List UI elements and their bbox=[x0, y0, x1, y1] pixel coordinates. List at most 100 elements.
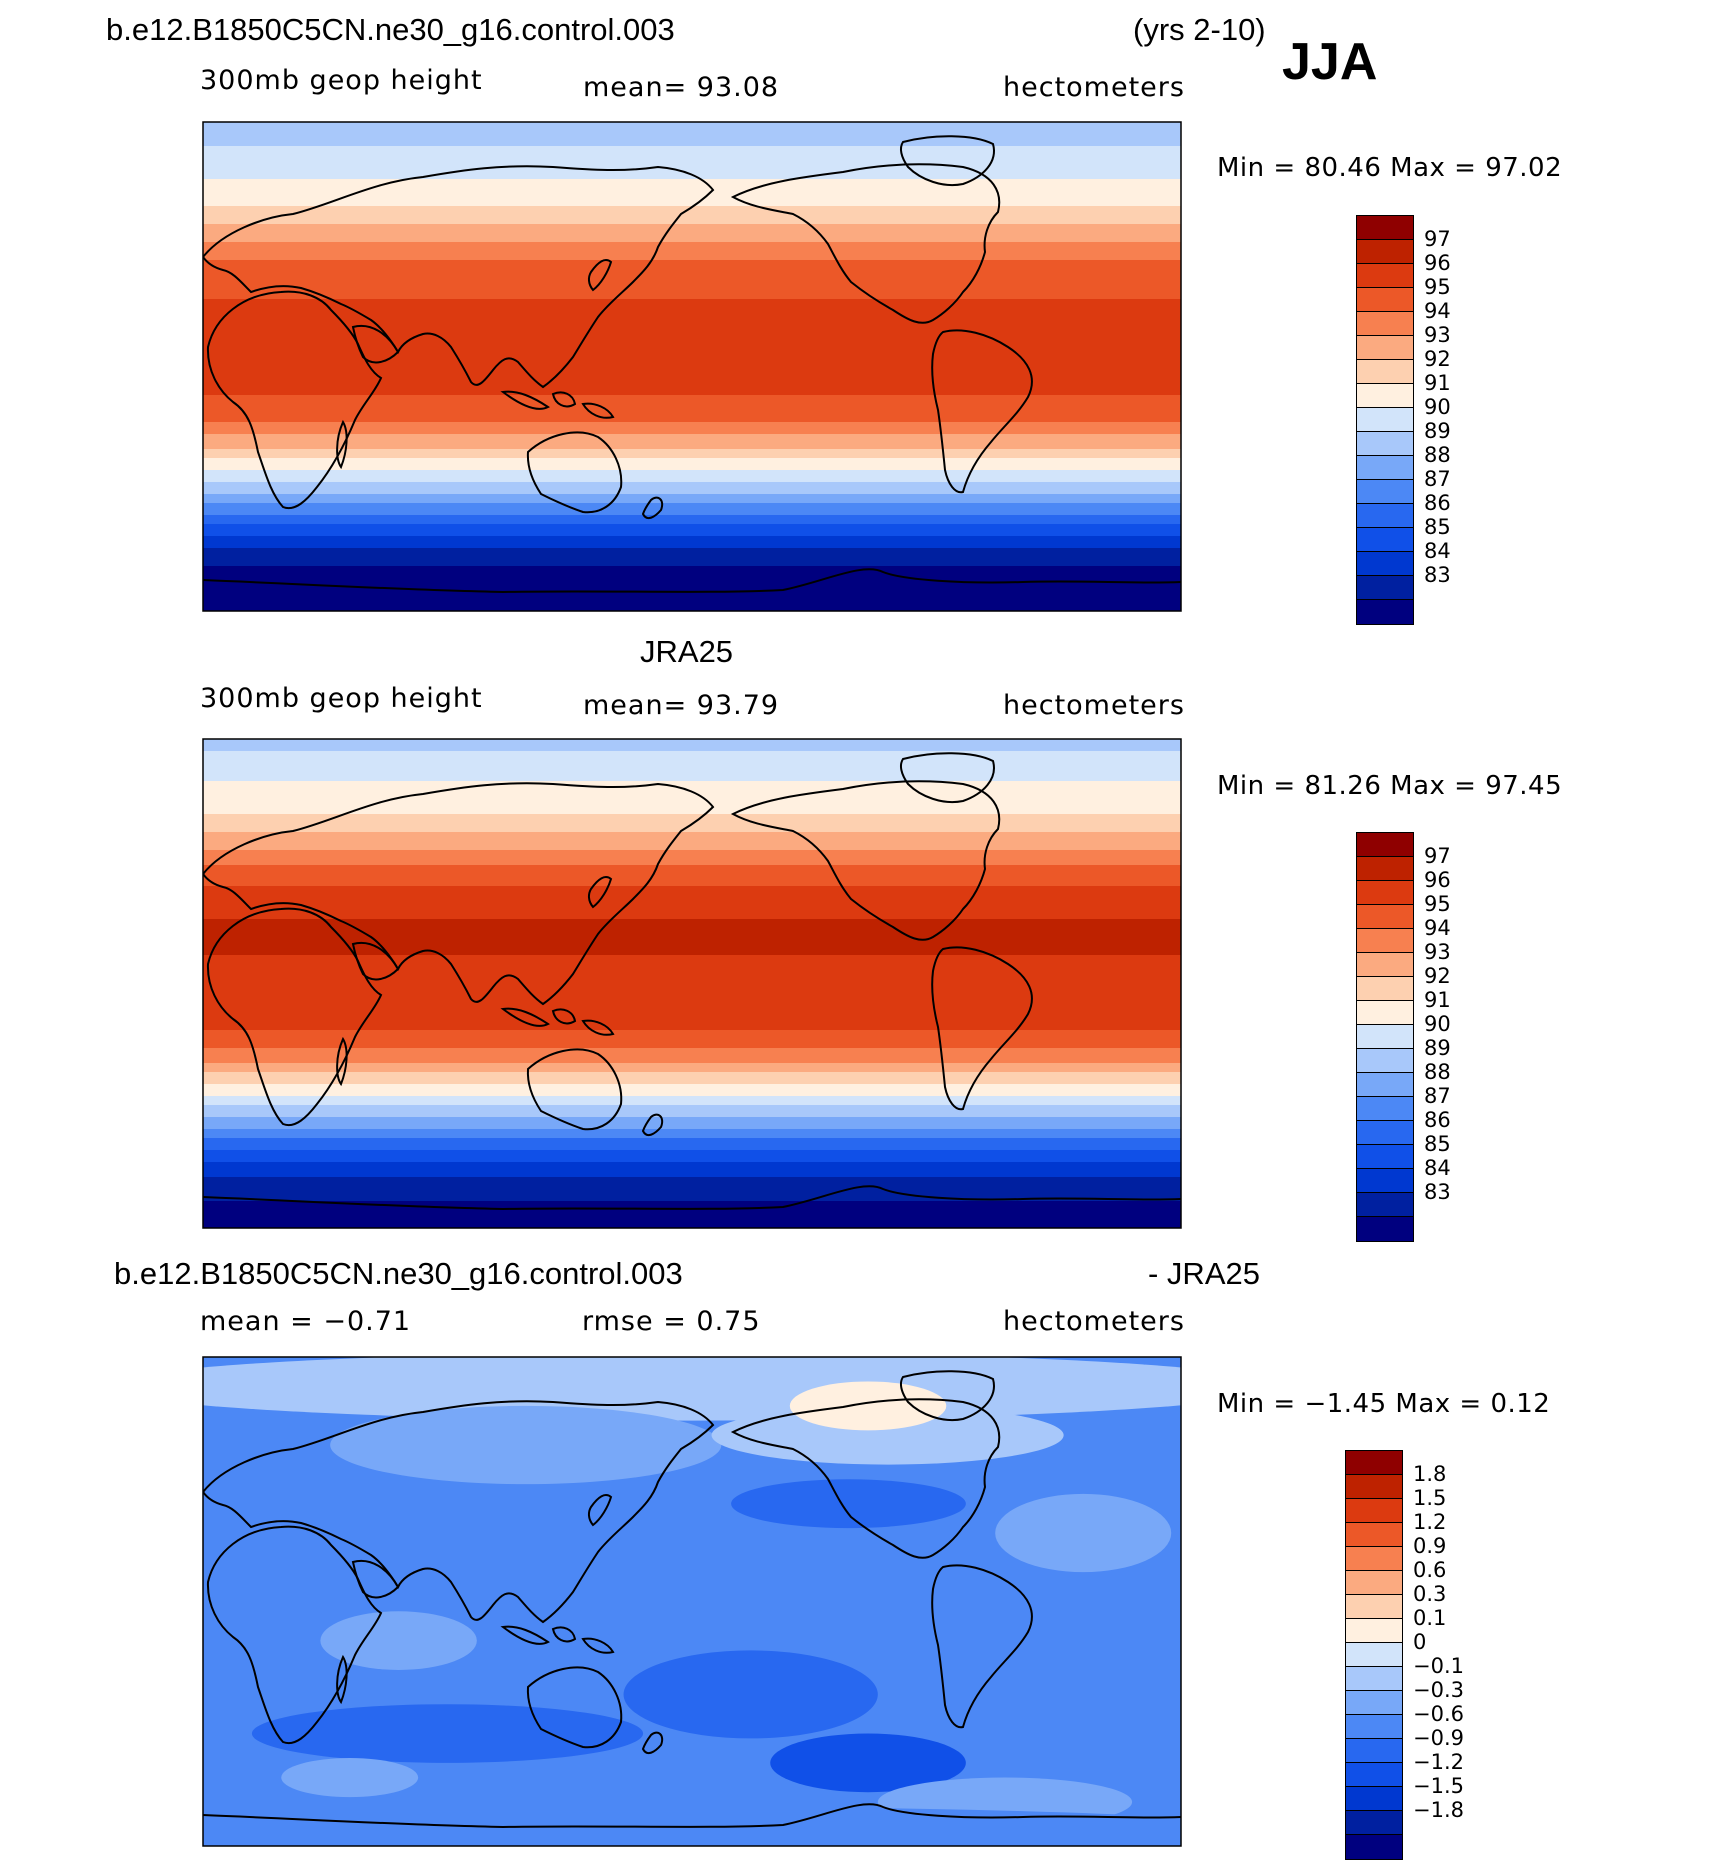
contour-band bbox=[203, 323, 1181, 327]
contour-band bbox=[203, 380, 1181, 384]
contour-band bbox=[203, 898, 1181, 902]
contour-band bbox=[203, 886, 1181, 890]
contour-band bbox=[203, 377, 1181, 381]
colorbar-label: 84 bbox=[1424, 539, 1451, 563]
colorbar-swatch bbox=[1356, 880, 1414, 906]
colorbar-swatch bbox=[1356, 832, 1414, 858]
contour-band bbox=[203, 545, 1181, 549]
contour-band bbox=[203, 122, 1181, 126]
contour-band bbox=[203, 778, 1181, 782]
diff-contour-region bbox=[320, 1611, 477, 1670]
contour-band bbox=[203, 1072, 1181, 1076]
contour-band bbox=[203, 263, 1181, 267]
colorbar-label: 86 bbox=[1424, 491, 1451, 515]
colorbar-label: 95 bbox=[1424, 275, 1451, 299]
contour-band bbox=[203, 479, 1181, 483]
contour-band bbox=[203, 991, 1181, 995]
contour-band bbox=[203, 739, 1181, 743]
colorbar-swatch bbox=[1356, 431, 1414, 457]
contour-band bbox=[203, 1021, 1181, 1025]
contour-band bbox=[203, 1147, 1181, 1151]
contour-band bbox=[203, 260, 1181, 264]
contour-band bbox=[203, 281, 1181, 285]
colorbar-swatch bbox=[1356, 599, 1414, 625]
contour-band bbox=[203, 551, 1181, 555]
contour-band bbox=[203, 1141, 1181, 1145]
contour-band bbox=[203, 802, 1181, 806]
colorbar-swatch bbox=[1356, 1168, 1414, 1194]
contour-band bbox=[203, 1138, 1181, 1142]
contour-band bbox=[203, 557, 1181, 561]
diff-contour-region bbox=[623, 1650, 878, 1739]
contour-band bbox=[203, 161, 1181, 165]
contour-band bbox=[203, 317, 1181, 321]
contour-band bbox=[203, 913, 1181, 917]
contour-band bbox=[203, 290, 1181, 294]
contour-band bbox=[203, 1111, 1181, 1115]
colorbar-label: 0.9 bbox=[1413, 1534, 1447, 1558]
contour-band bbox=[203, 787, 1181, 791]
colorbar-swatch bbox=[1345, 1738, 1403, 1764]
contour-band bbox=[203, 575, 1181, 579]
contour-band bbox=[203, 224, 1181, 228]
contour-band bbox=[203, 973, 1181, 977]
contour-band bbox=[203, 1120, 1181, 1124]
colorbar-swatch bbox=[1356, 1072, 1414, 1098]
contour-band bbox=[203, 197, 1181, 201]
contour-band bbox=[203, 895, 1181, 899]
colorbar-label: 89 bbox=[1424, 1036, 1451, 1060]
contour-band bbox=[203, 901, 1181, 905]
contour-band bbox=[203, 1012, 1181, 1016]
colorbar-swatch bbox=[1356, 1120, 1414, 1146]
contour-band bbox=[203, 269, 1181, 273]
contour-band bbox=[203, 494, 1181, 498]
contour-band bbox=[203, 922, 1181, 926]
contour-band bbox=[203, 473, 1181, 477]
contour-band bbox=[203, 422, 1181, 426]
colorbar-label: 85 bbox=[1424, 1132, 1451, 1156]
contour-band bbox=[203, 1162, 1181, 1166]
colorbar-label: −1.8 bbox=[1413, 1798, 1464, 1822]
contour-band bbox=[203, 128, 1181, 132]
colorbar-label: 1.2 bbox=[1413, 1510, 1447, 1534]
contour-band bbox=[203, 1066, 1181, 1070]
contour-band bbox=[203, 853, 1181, 857]
contour-band bbox=[203, 868, 1181, 872]
contour-band bbox=[203, 140, 1181, 144]
contour-band bbox=[203, 167, 1181, 171]
contour-band bbox=[203, 482, 1181, 486]
contour-band bbox=[203, 979, 1181, 983]
contour-band bbox=[203, 398, 1181, 402]
contour-band bbox=[203, 143, 1181, 147]
contour-band bbox=[203, 584, 1181, 588]
contour-band bbox=[203, 1189, 1181, 1193]
contour-band bbox=[203, 949, 1181, 953]
contour-band bbox=[203, 1108, 1181, 1112]
contour-band bbox=[203, 1045, 1181, 1049]
colorbar-swatch bbox=[1345, 1618, 1403, 1644]
colorbar-label: 94 bbox=[1424, 299, 1451, 323]
contour-band bbox=[203, 748, 1181, 752]
contour-band bbox=[203, 329, 1181, 333]
contour-band bbox=[203, 1090, 1181, 1094]
contour-band bbox=[203, 386, 1181, 390]
contour-band bbox=[203, 203, 1181, 207]
contour-band bbox=[203, 146, 1181, 150]
contour-band bbox=[203, 200, 1181, 204]
contour-band bbox=[203, 919, 1181, 923]
contour-band bbox=[203, 581, 1181, 585]
contour-band bbox=[203, 931, 1181, 935]
contour-band bbox=[203, 1027, 1181, 1031]
panel3-rmse: rmse = 0.75 bbox=[582, 1306, 761, 1337]
colorbar-label: 90 bbox=[1424, 395, 1451, 419]
diff-contour-region bbox=[251, 1704, 644, 1763]
contour-band bbox=[203, 1177, 1181, 1181]
contour-band bbox=[203, 1129, 1181, 1133]
contour-band bbox=[203, 521, 1181, 525]
colorbar-swatch bbox=[1345, 1762, 1403, 1788]
contour-band bbox=[203, 838, 1181, 842]
contour-band bbox=[203, 934, 1181, 938]
contour-band bbox=[203, 512, 1181, 516]
colorbar-swatch bbox=[1345, 1642, 1403, 1668]
